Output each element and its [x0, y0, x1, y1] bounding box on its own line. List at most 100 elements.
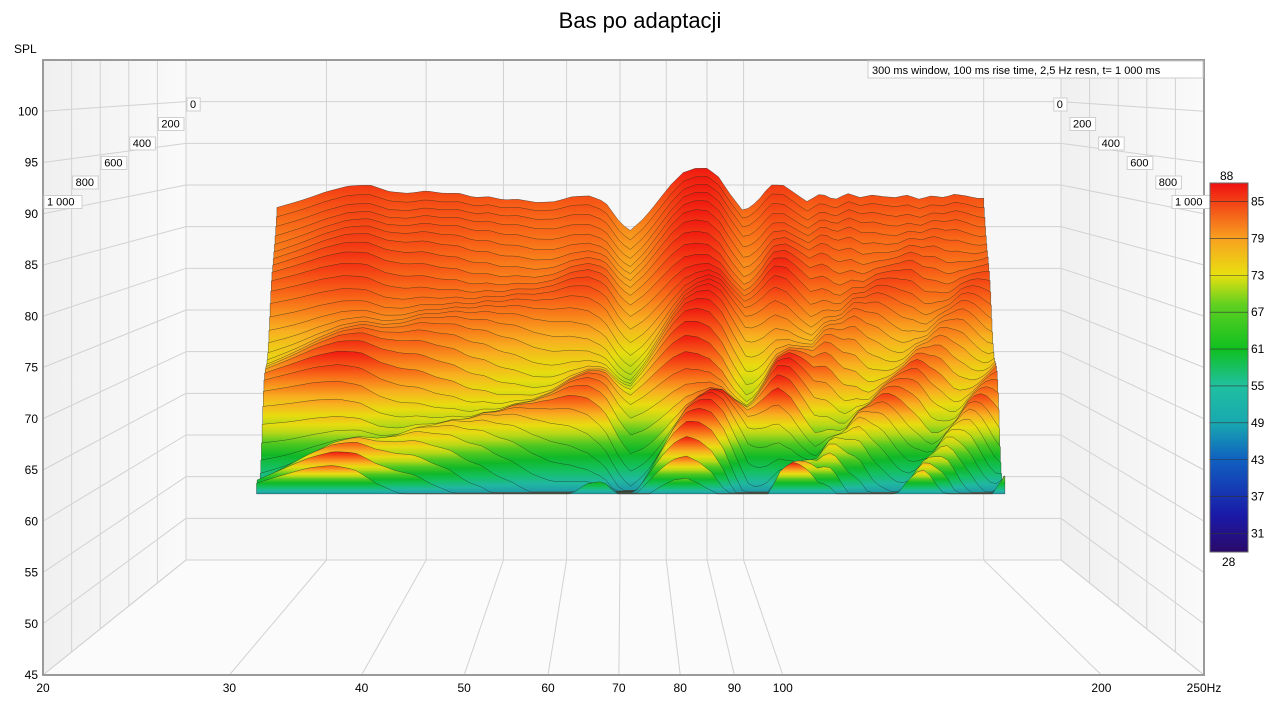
time-tick-label: 0: [1057, 99, 1063, 111]
colorbar-tick-label: 43: [1251, 453, 1265, 467]
x-tick-label: 40: [355, 681, 369, 695]
y-tick-label: 55: [25, 566, 39, 580]
time-tick-label: 800: [76, 177, 94, 189]
left-wall: [43, 60, 186, 675]
time-tick-box: [43, 195, 83, 209]
x-tick-labels: 20 30 40 50 60 70 80 90 100 200 250Hz: [36, 681, 1221, 695]
grid-line: [618, 559, 621, 676]
y-tick-label: 60: [25, 514, 39, 528]
grid-line: [547, 559, 568, 676]
time-tick-label: 400: [1102, 138, 1120, 150]
time-tick-box: [157, 117, 185, 131]
colorbar-tick-label: 31: [1251, 527, 1265, 541]
colorbar-tick-label: 73: [1251, 268, 1265, 282]
floor: [43, 560, 1204, 675]
x-tick-label: 100: [773, 681, 793, 695]
time-tick-box: [1069, 117, 1097, 131]
grid-line: [706, 559, 735, 676]
grid-line: [42, 434, 187, 522]
time-tick-label: 200: [1073, 119, 1091, 131]
waterfall-slice: [256, 462, 1006, 495]
time-tick-box: [1053, 97, 1068, 112]
grid-line: [42, 226, 187, 266]
colorbar-ticks: 85 79 73 67 61 55 49 43 37 31: [1210, 194, 1265, 541]
colorbar-tick-label: 37: [1251, 490, 1265, 504]
right-wall: [1061, 60, 1204, 675]
time-tick-label: 1 000: [1175, 197, 1203, 209]
colorbar-tick-label: 85: [1251, 194, 1265, 208]
colorbar-tick-label: 67: [1251, 305, 1265, 319]
grid-line: [42, 351, 187, 420]
y-tick-label: 70: [25, 412, 39, 426]
colorbar-tick-label: 49: [1251, 416, 1265, 430]
plot-frame: [42, 59, 1205, 676]
grid-line: [1060, 142, 1205, 163]
grid-line: [1060, 517, 1205, 625]
grid-line: [1060, 434, 1205, 522]
grid-line: [1060, 392, 1205, 471]
x-tick-label: 80: [674, 681, 688, 695]
grid-line: [1060, 226, 1205, 266]
y-tick-label: 75: [25, 361, 39, 375]
colorbar-tick-label: 55: [1251, 379, 1265, 393]
x-tick-label: 200: [1091, 681, 1111, 695]
grid-line: [42, 476, 187, 573]
y-tick-label: 50: [25, 617, 39, 631]
y-tick-label: 80: [25, 309, 39, 323]
x-tick-label: 90: [728, 681, 742, 695]
y-tick-label: 90: [25, 207, 39, 221]
grid-line: [743, 559, 784, 676]
grid-line: [42, 142, 187, 163]
y-tick-label: 100: [18, 104, 38, 118]
y-tick-label: 65: [25, 463, 39, 477]
grid-line: [228, 559, 327, 676]
time-tick-label: 600: [104, 158, 122, 170]
time-tick-box: [186, 97, 201, 112]
grid-line: [463, 559, 504, 676]
grid-line: [42, 517, 187, 625]
colorbar-max-label: 88: [1220, 169, 1234, 183]
grid-line: [1060, 559, 1205, 676]
settings-box: [867, 60, 1204, 79]
grid-line: [42, 392, 187, 471]
x-tick-label: 20: [36, 681, 50, 695]
grid-line: [1060, 476, 1205, 573]
time-tick-label: 0: [190, 99, 196, 111]
grid-line: [1060, 267, 1205, 317]
x-tick-label: 50: [458, 681, 472, 695]
y-tick-labels: 100 95 90 85 80 75 70 65 60 55 50 45: [18, 104, 38, 682]
time-tick-label: 400: [133, 138, 151, 150]
time-tick-box: [100, 156, 128, 170]
time-tick-label: 600: [1130, 158, 1148, 170]
colorbar-tick-label: 61: [1251, 342, 1265, 356]
x-tick-label: 250Hz: [1187, 681, 1222, 695]
time-tick-box: [1126, 156, 1154, 170]
time-tick-label: 800: [1159, 177, 1177, 189]
time-tick-label: 200: [161, 119, 179, 131]
y-tick-label: 95: [25, 156, 39, 170]
grid-line: [42, 559, 187, 676]
time-tick-box: [72, 175, 99, 190]
colorbar: [1209, 182, 1249, 553]
grid-line: [42, 309, 187, 368]
y-tick-label: 85: [25, 258, 39, 272]
grid-line: [1060, 101, 1205, 112]
x-tick-label: 70: [612, 681, 626, 695]
grid-line: [1060, 351, 1205, 420]
grid-line: [42, 267, 187, 317]
grid-line: [42, 101, 187, 112]
colorbar-min-label: 28: [1222, 555, 1236, 569]
grid-line: [1060, 309, 1205, 368]
time-tick-label: 1 000: [47, 197, 75, 209]
time-tick-box: [1098, 136, 1125, 151]
x-tick-label: 60: [541, 681, 555, 695]
chart-title: Bas po adaptacji: [558, 8, 722, 33]
time-tick-box: [1155, 175, 1182, 190]
y-axis-label: SPL: [14, 42, 37, 56]
grid-line: [983, 559, 1102, 676]
colorbar-tick-label: 79: [1251, 231, 1265, 245]
y-tick-label: 45: [25, 668, 39, 682]
grid-line: [665, 559, 681, 676]
